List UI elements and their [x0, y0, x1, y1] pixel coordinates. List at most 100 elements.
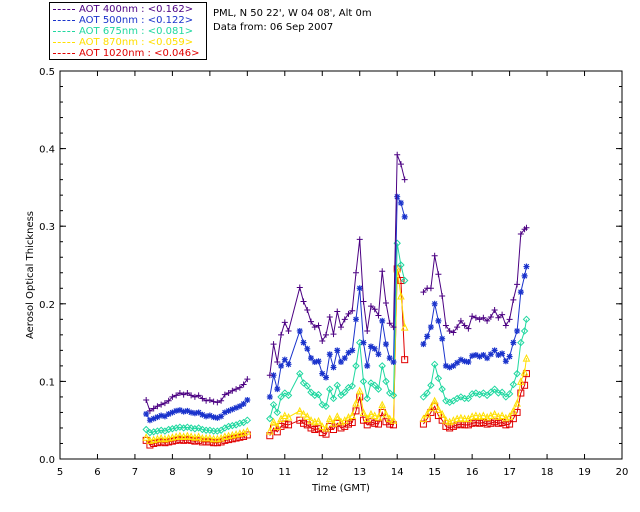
series-group — [142, 264, 531, 444]
data-point — [183, 431, 192, 440]
data-point — [359, 408, 368, 416]
data-point — [397, 199, 404, 206]
data-point — [442, 397, 450, 405]
data-point — [273, 408, 282, 417]
data-point — [355, 386, 364, 395]
data-point — [202, 438, 210, 446]
data-point — [142, 433, 150, 441]
data-point — [165, 410, 172, 417]
data-point — [315, 322, 322, 329]
data-point — [284, 412, 293, 421]
data-point — [442, 322, 449, 329]
data-point — [326, 385, 334, 393]
data-point — [281, 389, 289, 397]
data-point — [233, 386, 240, 393]
data-point — [367, 343, 374, 350]
data-point — [427, 381, 435, 389]
data-point — [513, 408, 521, 416]
legend-swatch — [53, 41, 75, 43]
x-tick-label: 11 — [278, 467, 291, 478]
data-point — [461, 358, 468, 365]
data-point — [149, 428, 158, 436]
data-point — [206, 433, 214, 442]
data-point — [345, 349, 352, 356]
data-point — [513, 369, 521, 378]
data-point — [349, 347, 356, 354]
data-point — [442, 416, 450, 424]
data-point — [206, 412, 213, 419]
data-point — [367, 303, 374, 310]
data-point — [243, 416, 252, 424]
data-point — [442, 362, 449, 369]
data-point — [164, 425, 173, 434]
x-tick-label: 19 — [578, 467, 591, 478]
data-point — [169, 409, 176, 416]
data-point — [191, 393, 198, 400]
data-point — [240, 381, 247, 388]
data-point — [311, 426, 319, 434]
data-point — [224, 422, 233, 431]
data-point — [460, 414, 469, 423]
legend-entry: AOT 675nm : <0.081> — [53, 26, 206, 37]
data-point — [517, 230, 524, 237]
data-point — [352, 316, 359, 323]
data-point — [517, 377, 525, 385]
data-point — [214, 414, 221, 421]
data-point — [450, 362, 457, 369]
data-point — [472, 419, 480, 427]
legend-label: AOT 1020nm : <0.046> — [79, 48, 200, 59]
data-point — [325, 414, 334, 423]
data-point — [173, 407, 180, 414]
data-point — [198, 438, 206, 446]
data-point — [509, 406, 518, 415]
data-point — [438, 385, 446, 393]
data-point — [329, 394, 338, 403]
data-point — [330, 331, 337, 338]
legend-label: AOT 400nm : <0.162> — [79, 4, 194, 15]
data-point — [273, 422, 282, 430]
legend-entry: AOT 500nm : <0.122> — [53, 15, 206, 26]
data-point — [236, 384, 243, 391]
data-point — [157, 433, 165, 442]
data-point — [218, 397, 225, 404]
data-point — [490, 409, 499, 418]
y-tick-label: 0.1 — [39, 377, 55, 388]
data-point — [281, 356, 288, 363]
data-point — [277, 422, 285, 430]
data-point — [176, 407, 183, 414]
data-point — [498, 411, 506, 420]
data-point — [311, 324, 318, 331]
series-group — [143, 151, 530, 414]
data-point — [390, 359, 397, 365]
data-point — [334, 347, 341, 354]
data-point — [213, 427, 222, 435]
data-point — [326, 351, 333, 358]
data-point — [465, 325, 472, 332]
data-point — [169, 393, 176, 400]
data-point — [274, 359, 281, 365]
data-point — [338, 324, 344, 331]
x-tick-label: 16 — [466, 467, 479, 478]
station-location: PML, N 50 22', W 04 08', Alt 0m — [213, 8, 372, 19]
data-point — [427, 403, 435, 412]
data-point — [423, 415, 431, 423]
data-point — [311, 359, 318, 365]
data-point — [464, 394, 473, 403]
x-tick-label: 5 — [57, 467, 63, 478]
data-point — [153, 427, 162, 435]
data-point — [281, 319, 288, 326]
data-point — [423, 389, 431, 397]
data-point — [523, 263, 530, 270]
data-point — [517, 289, 524, 296]
data-point — [285, 327, 292, 334]
data-point — [218, 413, 225, 420]
data-point — [389, 421, 397, 429]
data-point — [494, 389, 503, 397]
data-point — [303, 412, 312, 420]
data-point — [446, 327, 453, 334]
data-point — [419, 393, 428, 401]
data-point — [517, 389, 525, 397]
legend-label: AOT 870nm : <0.059> — [79, 37, 194, 48]
data-point — [356, 236, 363, 243]
data-point — [435, 317, 442, 324]
